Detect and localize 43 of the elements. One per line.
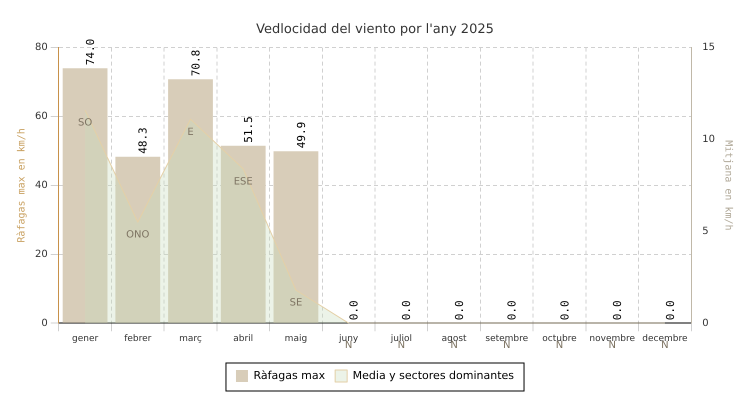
legend-label: Ràfagas max [253, 368, 326, 382]
data-label: SO [78, 118, 92, 129]
y2-tick-label: 5 [702, 226, 709, 237]
y2-tick-label: 10 [702, 134, 716, 146]
data-label: N [503, 340, 511, 351]
data-label: 0.0 [400, 300, 414, 320]
chart-title: Vedlocidad del viento por l'any 2025 [256, 22, 494, 38]
y2-tick-label: 0 [702, 318, 709, 329]
data-label: 0.0 [664, 300, 677, 320]
y-axis-title: Ràfagas max en km/h [16, 128, 28, 243]
data-label: 51.5 [242, 116, 256, 143]
data-label: 74.0 [84, 38, 97, 66]
y-tick-label: 0 [41, 318, 48, 329]
data-label: 0.0 [506, 300, 519, 320]
data-label: 70.8 [189, 50, 202, 76]
data-label: 0.0 [611, 300, 624, 320]
data-label: SE [290, 298, 302, 309]
bar [220, 146, 266, 323]
x-tick-label: abril [233, 334, 254, 344]
bar [168, 79, 213, 323]
x-tick-label: febrer [124, 334, 152, 344]
bar [62, 68, 108, 323]
bar [274, 151, 318, 323]
bar [115, 156, 160, 323]
data-label: 0.0 [348, 300, 361, 320]
data-label: 48.3 [136, 127, 150, 154]
y-tick-label: 80 [34, 42, 48, 54]
data-label: ONO [126, 230, 150, 241]
data-label: ESE [234, 176, 253, 188]
x-tick-label: març [179, 334, 202, 344]
y-tick-label: 40 [34, 180, 48, 191]
data-label: 49.9 [294, 122, 308, 148]
x-tick-label: gener [72, 334, 98, 344]
y-tick-label: 60 [34, 111, 48, 122]
y2-tick-label: 15 [702, 42, 716, 54]
x-tick-label: maig [284, 334, 308, 344]
y-tick-label: 20 [34, 248, 48, 260]
data-label: 0.0 [558, 300, 572, 320]
data-label: 0.0 [452, 300, 466, 320]
legend-label: Media y sectores dominantes [352, 368, 514, 382]
y2-axis-title: Mitjana en km/h [722, 140, 734, 231]
data-label: E [187, 126, 194, 138]
data-label: N [556, 340, 564, 351]
